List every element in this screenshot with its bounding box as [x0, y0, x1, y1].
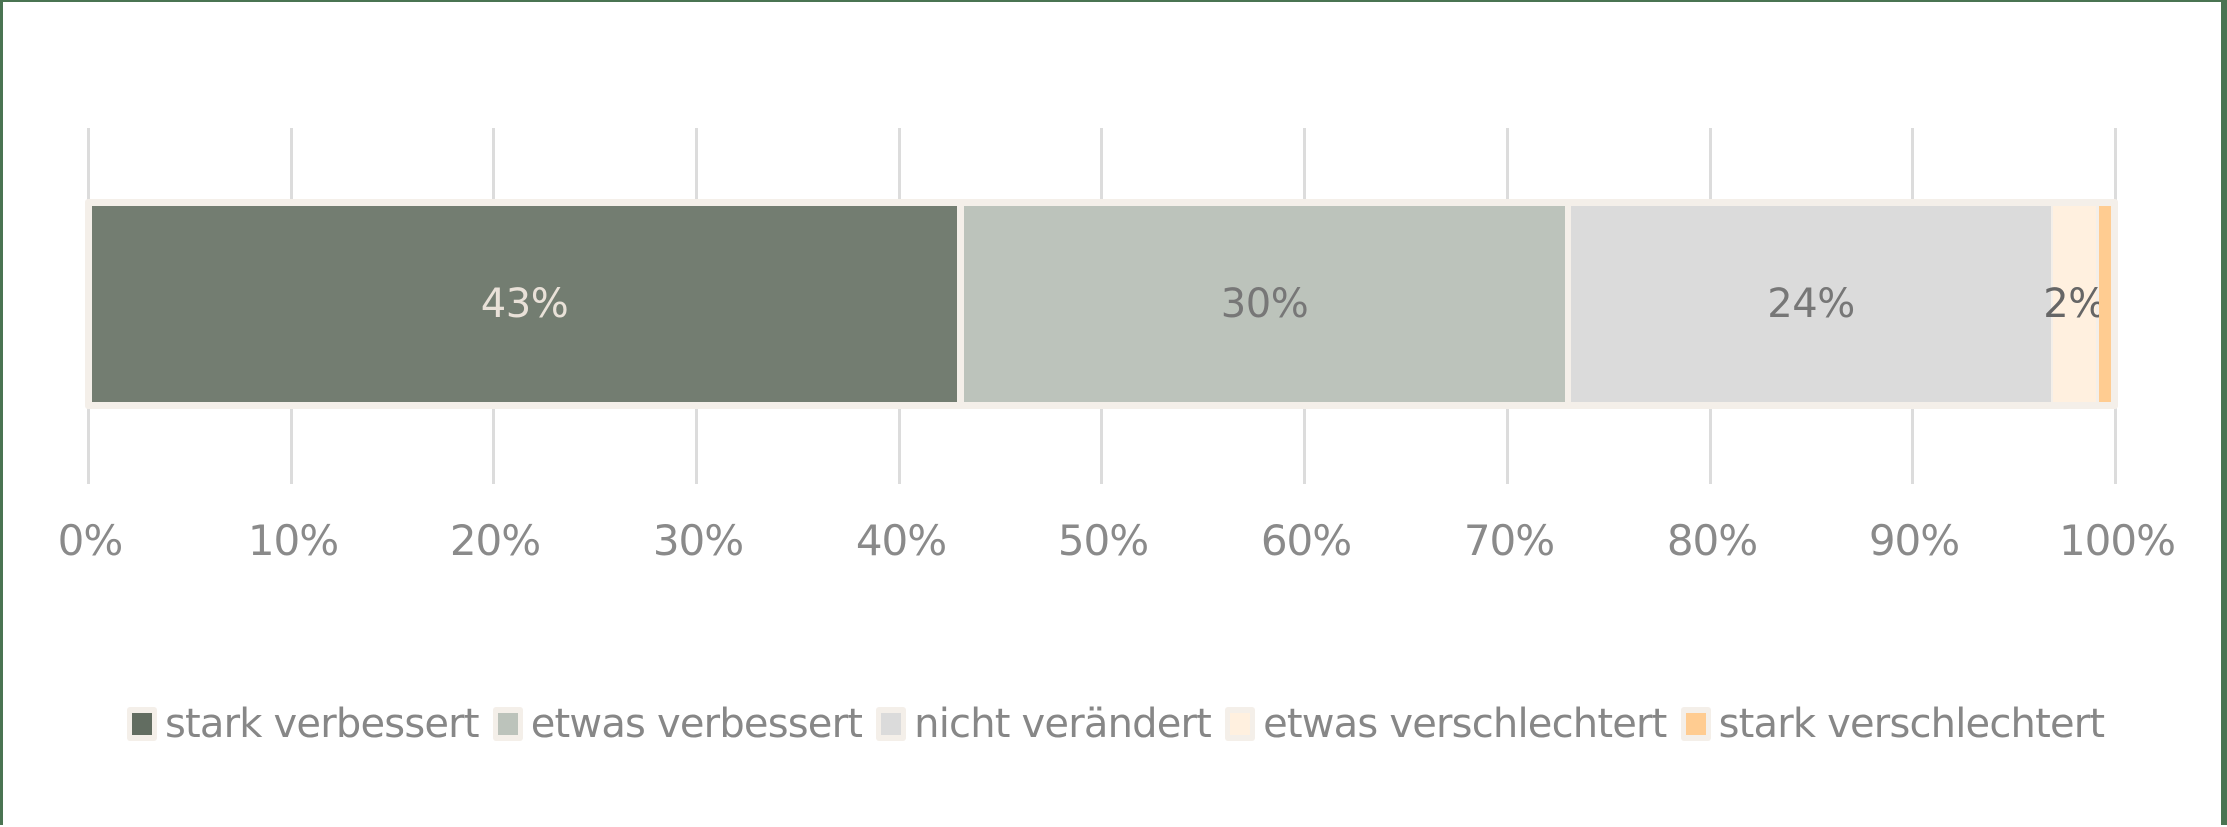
- data-label: 43%: [480, 281, 569, 327]
- legend-label: etwas verbessert: [530, 701, 863, 747]
- bar-segment[interactable]: 30%: [964, 206, 1565, 402]
- color-square-icon: [132, 713, 152, 735]
- color-square-icon: [497, 713, 518, 735]
- x-tick-label: 100%: [2058, 516, 2176, 565]
- x-tick-label: 70%: [1463, 516, 1555, 565]
- legend-item[interactable]: etwas verschlechtert: [1225, 701, 1667, 747]
- x-tick-label: 60%: [1260, 516, 1352, 565]
- legend-swatch-icon: [127, 707, 157, 741]
- legend-item[interactable]: stark verbessert: [127, 701, 480, 747]
- legend-swatch-icon: [1680, 707, 1711, 741]
- legend-label: stark verschlechtert: [1718, 701, 2106, 747]
- legend-swatch-icon: [492, 707, 523, 741]
- color-square-icon: [1685, 713, 1706, 735]
- color-square-icon: [881, 713, 902, 735]
- x-tick-label: 20%: [449, 516, 541, 565]
- legend-swatch-icon: [876, 707, 907, 741]
- bar-segment[interactable]: 43%: [92, 206, 957, 402]
- bar-segment[interactable]: [2099, 206, 2111, 402]
- legend-label: nicht verändert: [914, 701, 1212, 747]
- x-tick-label: 50%: [1057, 516, 1149, 565]
- data-label: 2%: [2043, 281, 2106, 327]
- legend-label: etwas verschlechtert: [1263, 701, 1667, 747]
- data-label: 30%: [1220, 281, 1309, 327]
- x-tick-label: 80%: [1666, 516, 1758, 565]
- color-square-icon: [1230, 713, 1251, 735]
- legend-item[interactable]: stark verschlechtert: [1680, 701, 2106, 747]
- x-tick-label: 40%: [855, 516, 947, 565]
- legend: stark verbessert etwas verbessert nicht ve…: [127, 694, 2118, 754]
- data-label: 24%: [1767, 281, 1855, 327]
- legend-item[interactable]: nicht verändert: [876, 701, 1212, 747]
- legend-item[interactable]: etwas verbessert: [492, 701, 863, 747]
- bar-segment[interactable]: 24%: [1571, 206, 2051, 402]
- x-tick-label: 30%: [652, 516, 744, 565]
- legend-swatch-icon: [1225, 707, 1256, 741]
- x-tick-label: 0%: [57, 516, 124, 565]
- legend-label: stark verbessert: [165, 701, 480, 747]
- plot-area: 43% 30% 24% 2% 0% 10% 20% 30% 40% 50% 60% 70% 80% 90…: [3, 2, 2227, 827]
- bar-segment[interactable]: 2%: [2043, 206, 2106, 402]
- x-tick-label: 90%: [1868, 516, 1960, 565]
- x-tick-label: 10%: [247, 516, 339, 565]
